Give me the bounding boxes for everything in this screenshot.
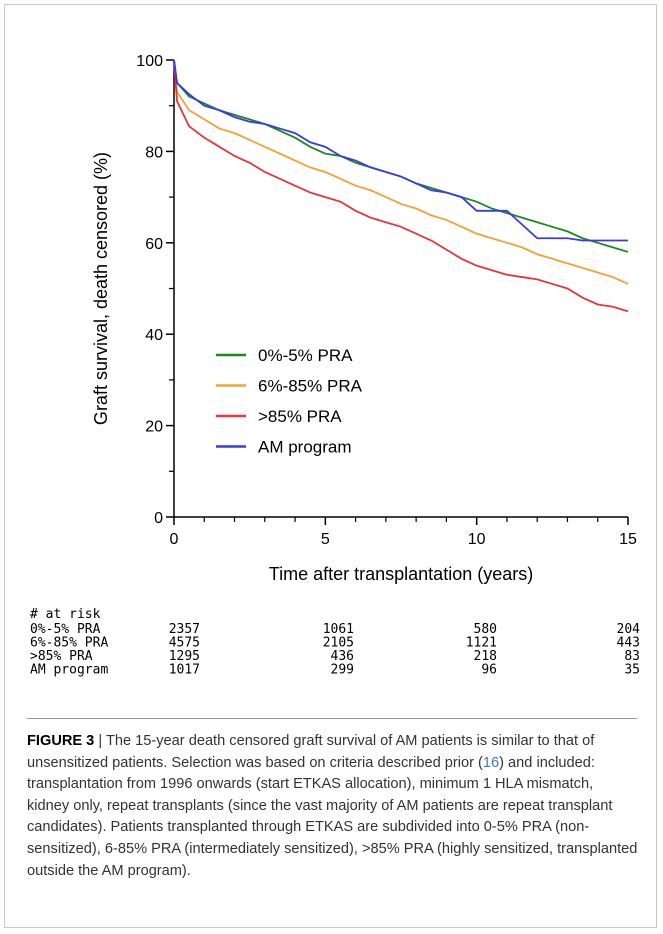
at-risk-count: 218 xyxy=(474,649,497,664)
at-risk-count: 443 xyxy=(617,636,640,651)
y-tick-label: 100 xyxy=(136,53,163,70)
figure-frame xyxy=(4,4,657,928)
legend-label: 6%-85% PRA xyxy=(258,377,363,396)
at-risk-count: 83 xyxy=(624,649,640,664)
legend-label: >85% PRA xyxy=(258,407,342,426)
chart: 0 20 40 60 80 100 0 5 10 15 Time after transplanta… xyxy=(30,53,641,678)
y-tick-label: 20 xyxy=(145,419,163,436)
caption-text: ) and included: transplantation from 199… xyxy=(27,754,638,879)
legend-label: 0%-5% PRA xyxy=(258,346,353,365)
at-risk-count: 1295 xyxy=(169,649,200,664)
x-tick-label: 10 xyxy=(468,531,486,548)
at-risk-count: 436 xyxy=(331,649,354,664)
at-risk-title: # at risk xyxy=(30,607,101,622)
at-risk-count: 299 xyxy=(331,663,354,678)
y-tick-label: 80 xyxy=(145,144,163,161)
caption-separator: | xyxy=(98,733,103,749)
caption: FIGURE 3 | The 15-year death censored gr… xyxy=(27,731,639,882)
survival-curve xyxy=(173,59,629,313)
at-risk-count: 1017 xyxy=(169,663,200,678)
y-axis-label: Graft survival, death censored (%) xyxy=(91,152,111,425)
y-tick-label: 60 xyxy=(145,236,163,253)
y-tick-label: 40 xyxy=(145,327,163,344)
at-risk-row-name: 6%-85% PRA xyxy=(30,636,108,651)
survival-curve xyxy=(173,59,629,285)
x-tick-label: 0 xyxy=(170,531,179,548)
caption-ref[interactable]: 16 xyxy=(482,754,500,771)
at-risk-row-name: 0%-5% PRA xyxy=(30,622,101,637)
at-risk-count: 2357 xyxy=(169,622,200,637)
at-risk-count: 35 xyxy=(624,663,640,678)
x-axis-label: Time after transplantation (years) xyxy=(269,564,533,584)
at-risk-count: 4575 xyxy=(169,636,200,651)
at-risk-count: 1121 xyxy=(466,636,497,651)
at-risk-row-name: AM program xyxy=(30,663,108,678)
caption-text: The 15-year death censored graft surviva… xyxy=(27,733,595,771)
survival-curve xyxy=(173,59,629,253)
at-risk-count: 580 xyxy=(474,622,497,637)
separator xyxy=(27,718,637,719)
caption-label: FIGURE 3 xyxy=(27,733,95,749)
x-tick-label: 15 xyxy=(619,531,637,548)
at-risk-count: 1061 xyxy=(323,622,354,637)
at-risk-count: 96 xyxy=(481,663,497,678)
survival-curve xyxy=(173,59,628,242)
at-risk-row-name: >85% PRA xyxy=(30,649,93,664)
legend-label: AM program xyxy=(258,438,352,457)
at-risk-count: 204 xyxy=(617,622,641,637)
y-tick-label: 0 xyxy=(154,510,163,527)
x-tick-label: 5 xyxy=(321,531,330,548)
at-risk-count: 2105 xyxy=(323,636,354,651)
